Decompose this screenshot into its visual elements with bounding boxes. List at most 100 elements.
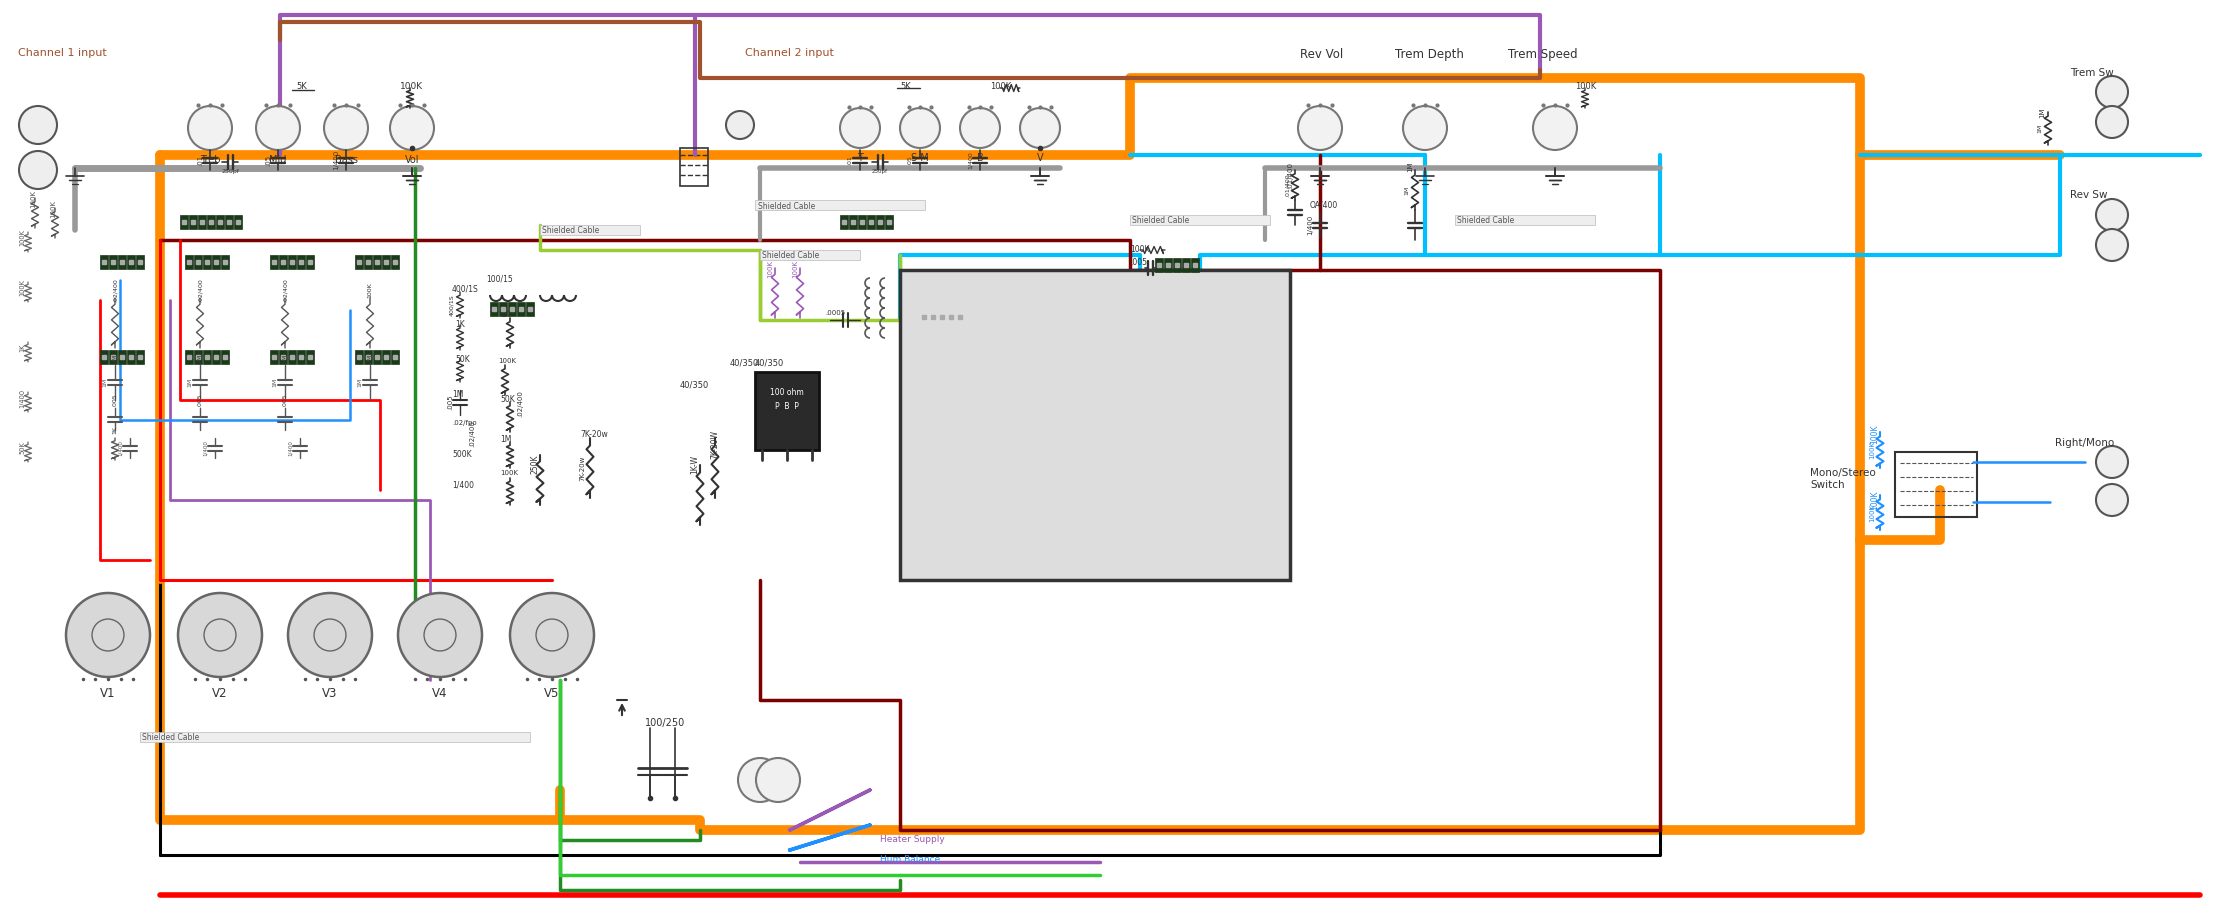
Bar [947, 310, 956, 324]
Bar [126, 255, 135, 269]
Text: .01: .01 [847, 155, 852, 165]
Text: 1K: 1K [20, 344, 24, 352]
Text: .05: .05 [907, 155, 912, 165]
Bar [118, 350, 126, 364]
Circle shape [725, 111, 754, 139]
Text: Shielded Cable: Shielded Cable [1457, 216, 1515, 225]
Bar [193, 255, 202, 269]
Text: 250pf: 250pf [872, 169, 887, 175]
Text: 100K: 100K [767, 260, 774, 278]
Text: 50K: 50K [455, 355, 470, 364]
Text: 1M: 1M [1404, 186, 1408, 195]
Text: 100K: 100K [31, 190, 35, 208]
Bar [490, 302, 499, 316]
Bar [306, 255, 315, 269]
Text: Trem Depth: Trem Depth [1395, 48, 1464, 61]
Text: .0005: .0005 [825, 310, 845, 316]
Circle shape [2096, 199, 2127, 231]
Text: Rev Sw: Rev Sw [2069, 190, 2107, 200]
Circle shape [1298, 106, 1342, 150]
Bar [109, 255, 118, 269]
Circle shape [324, 106, 368, 150]
Bar [206, 215, 215, 229]
Bar [539, 225, 641, 235]
Text: Rev Vol: Rev Vol [1300, 48, 1344, 61]
Bar [508, 302, 517, 316]
Text: 400/1S: 400/1S [452, 285, 479, 294]
Bar [1455, 215, 1595, 225]
Text: 100K: 100K [1870, 490, 1879, 509]
Bar [517, 302, 526, 316]
Text: .02/400: .02/400 [113, 278, 118, 302]
Text: Trem Sw: Trem Sw [2069, 68, 2114, 78]
Circle shape [397, 593, 481, 677]
Text: 100K: 100K [51, 200, 55, 218]
Bar [681, 148, 708, 186]
Bar [297, 350, 306, 364]
Text: 100K: 100K [989, 82, 1011, 91]
Circle shape [739, 758, 783, 802]
Text: 1M: 1M [357, 377, 362, 388]
Text: 100/15: 100/15 [486, 275, 512, 284]
Bar [197, 215, 206, 229]
Text: 1M: 1M [282, 354, 288, 363]
Text: 1/400: 1/400 [118, 440, 122, 456]
Circle shape [2096, 484, 2127, 516]
Text: 1/400: 1/400 [288, 440, 293, 456]
Bar [204, 255, 211, 269]
Text: Mid: Mid [268, 155, 286, 165]
Text: .005: .005 [197, 393, 202, 407]
Bar [956, 310, 965, 324]
Text: 40/350: 40/350 [730, 358, 759, 367]
Circle shape [390, 106, 435, 150]
Text: Shielded Cable: Shielded Cable [763, 251, 818, 260]
Bar [381, 255, 390, 269]
Text: S M: S M [912, 153, 929, 163]
Text: .01/400: .01/400 [1284, 173, 1289, 197]
Circle shape [67, 593, 151, 677]
Text: 50K: 50K [499, 395, 515, 404]
Circle shape [177, 593, 262, 677]
Bar [288, 255, 295, 269]
Text: 1M: 1M [368, 354, 373, 363]
Circle shape [189, 106, 233, 150]
Text: 1/400: 1/400 [452, 480, 475, 489]
Text: V4: V4 [433, 687, 448, 700]
Bar [100, 255, 109, 269]
Text: V3: V3 [322, 687, 337, 700]
Text: 1/400: 1/400 [967, 151, 971, 169]
Text: 250K: 250K [530, 455, 539, 474]
Text: 1M: 1M [2038, 108, 2045, 119]
Text: 1/400: 1/400 [333, 150, 339, 170]
Text: Shielded Cable: Shielded Cable [759, 202, 816, 211]
Bar [761, 250, 861, 260]
Text: 1M: 1M [113, 354, 118, 363]
Text: 7K-20W: 7K-20W [710, 430, 719, 459]
Bar [180, 215, 189, 229]
Text: 100K: 100K [499, 470, 519, 476]
Text: V1: V1 [100, 687, 115, 700]
Text: 500K: 500K [452, 450, 472, 459]
Bar [867, 215, 874, 229]
Circle shape [2096, 229, 2127, 261]
Text: .01: .01 [197, 154, 204, 165]
Text: 1/400: 1/400 [202, 440, 208, 456]
Text: .005: .005 [1129, 258, 1147, 267]
Text: 1K: 1K [499, 310, 510, 319]
Text: .02/fpo: .02/fpo [452, 420, 477, 426]
Text: 100K: 100K [499, 358, 517, 364]
Bar [100, 350, 109, 364]
Text: .005: .005 [448, 395, 452, 410]
Bar [390, 350, 399, 364]
Text: .02/400: .02/400 [197, 278, 202, 302]
Bar [235, 215, 242, 229]
Circle shape [255, 106, 299, 150]
Bar [499, 302, 508, 316]
Circle shape [901, 108, 940, 148]
Bar [271, 350, 277, 364]
Text: 100K: 100K [368, 282, 373, 298]
Bar [193, 350, 202, 364]
Bar [373, 350, 381, 364]
Text: 100K: 100K [1575, 82, 1597, 91]
Bar [213, 255, 220, 269]
